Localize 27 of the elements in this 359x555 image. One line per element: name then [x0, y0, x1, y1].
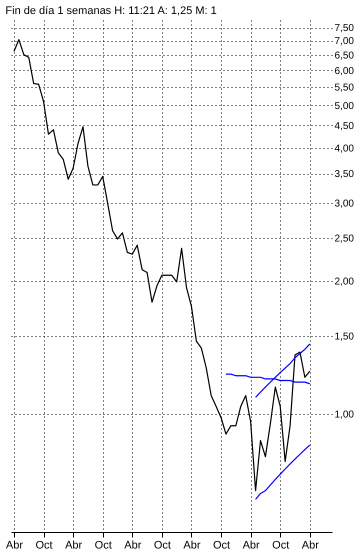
y-tick-label: 7,50 — [334, 23, 354, 34]
y-tick-label: 5,00 — [334, 100, 354, 112]
y-tick-label: 2,50 — [334, 234, 354, 245]
y-tick-label: 5,50 — [334, 82, 354, 94]
x-tick-label: Oct — [94, 540, 112, 552]
x-tick-label: Abr — [183, 540, 201, 552]
y-tick-label: 3,00 — [334, 198, 354, 210]
x-tick-label: Oct — [154, 540, 171, 552]
y-tick-label: 1,00 — [334, 409, 354, 420]
chart-title: Fin de día 1 semanas H: 11:21 A: 1,25 M: 1 — [5, 5, 217, 17]
y-tick-label: 2,00 — [334, 276, 354, 288]
x-tick-label: Abr — [242, 540, 260, 552]
y-tick-label: 4,50 — [334, 120, 354, 132]
y-tick-label: 4,00 — [334, 144, 354, 155]
y-tick-label: 1,50 — [334, 332, 354, 343]
x-tick-label: Oct — [272, 540, 290, 552]
x-tick-label: Abr — [6, 540, 24, 552]
x-tick-label: Abr — [302, 540, 320, 552]
x-tick-label: Oct — [212, 540, 230, 552]
x-tick-label: Abr — [65, 540, 83, 552]
x-tick-label: Abr — [124, 540, 142, 552]
y-tick-label: 6,50 — [334, 50, 354, 62]
y-tick-label: 6,00 — [334, 66, 354, 77]
x-tick-label: Oct — [35, 540, 53, 552]
line-series — [254, 444, 310, 500]
y-tick-label: 3,50 — [334, 169, 354, 180]
y-tick-label: 7,00 — [334, 36, 354, 48]
